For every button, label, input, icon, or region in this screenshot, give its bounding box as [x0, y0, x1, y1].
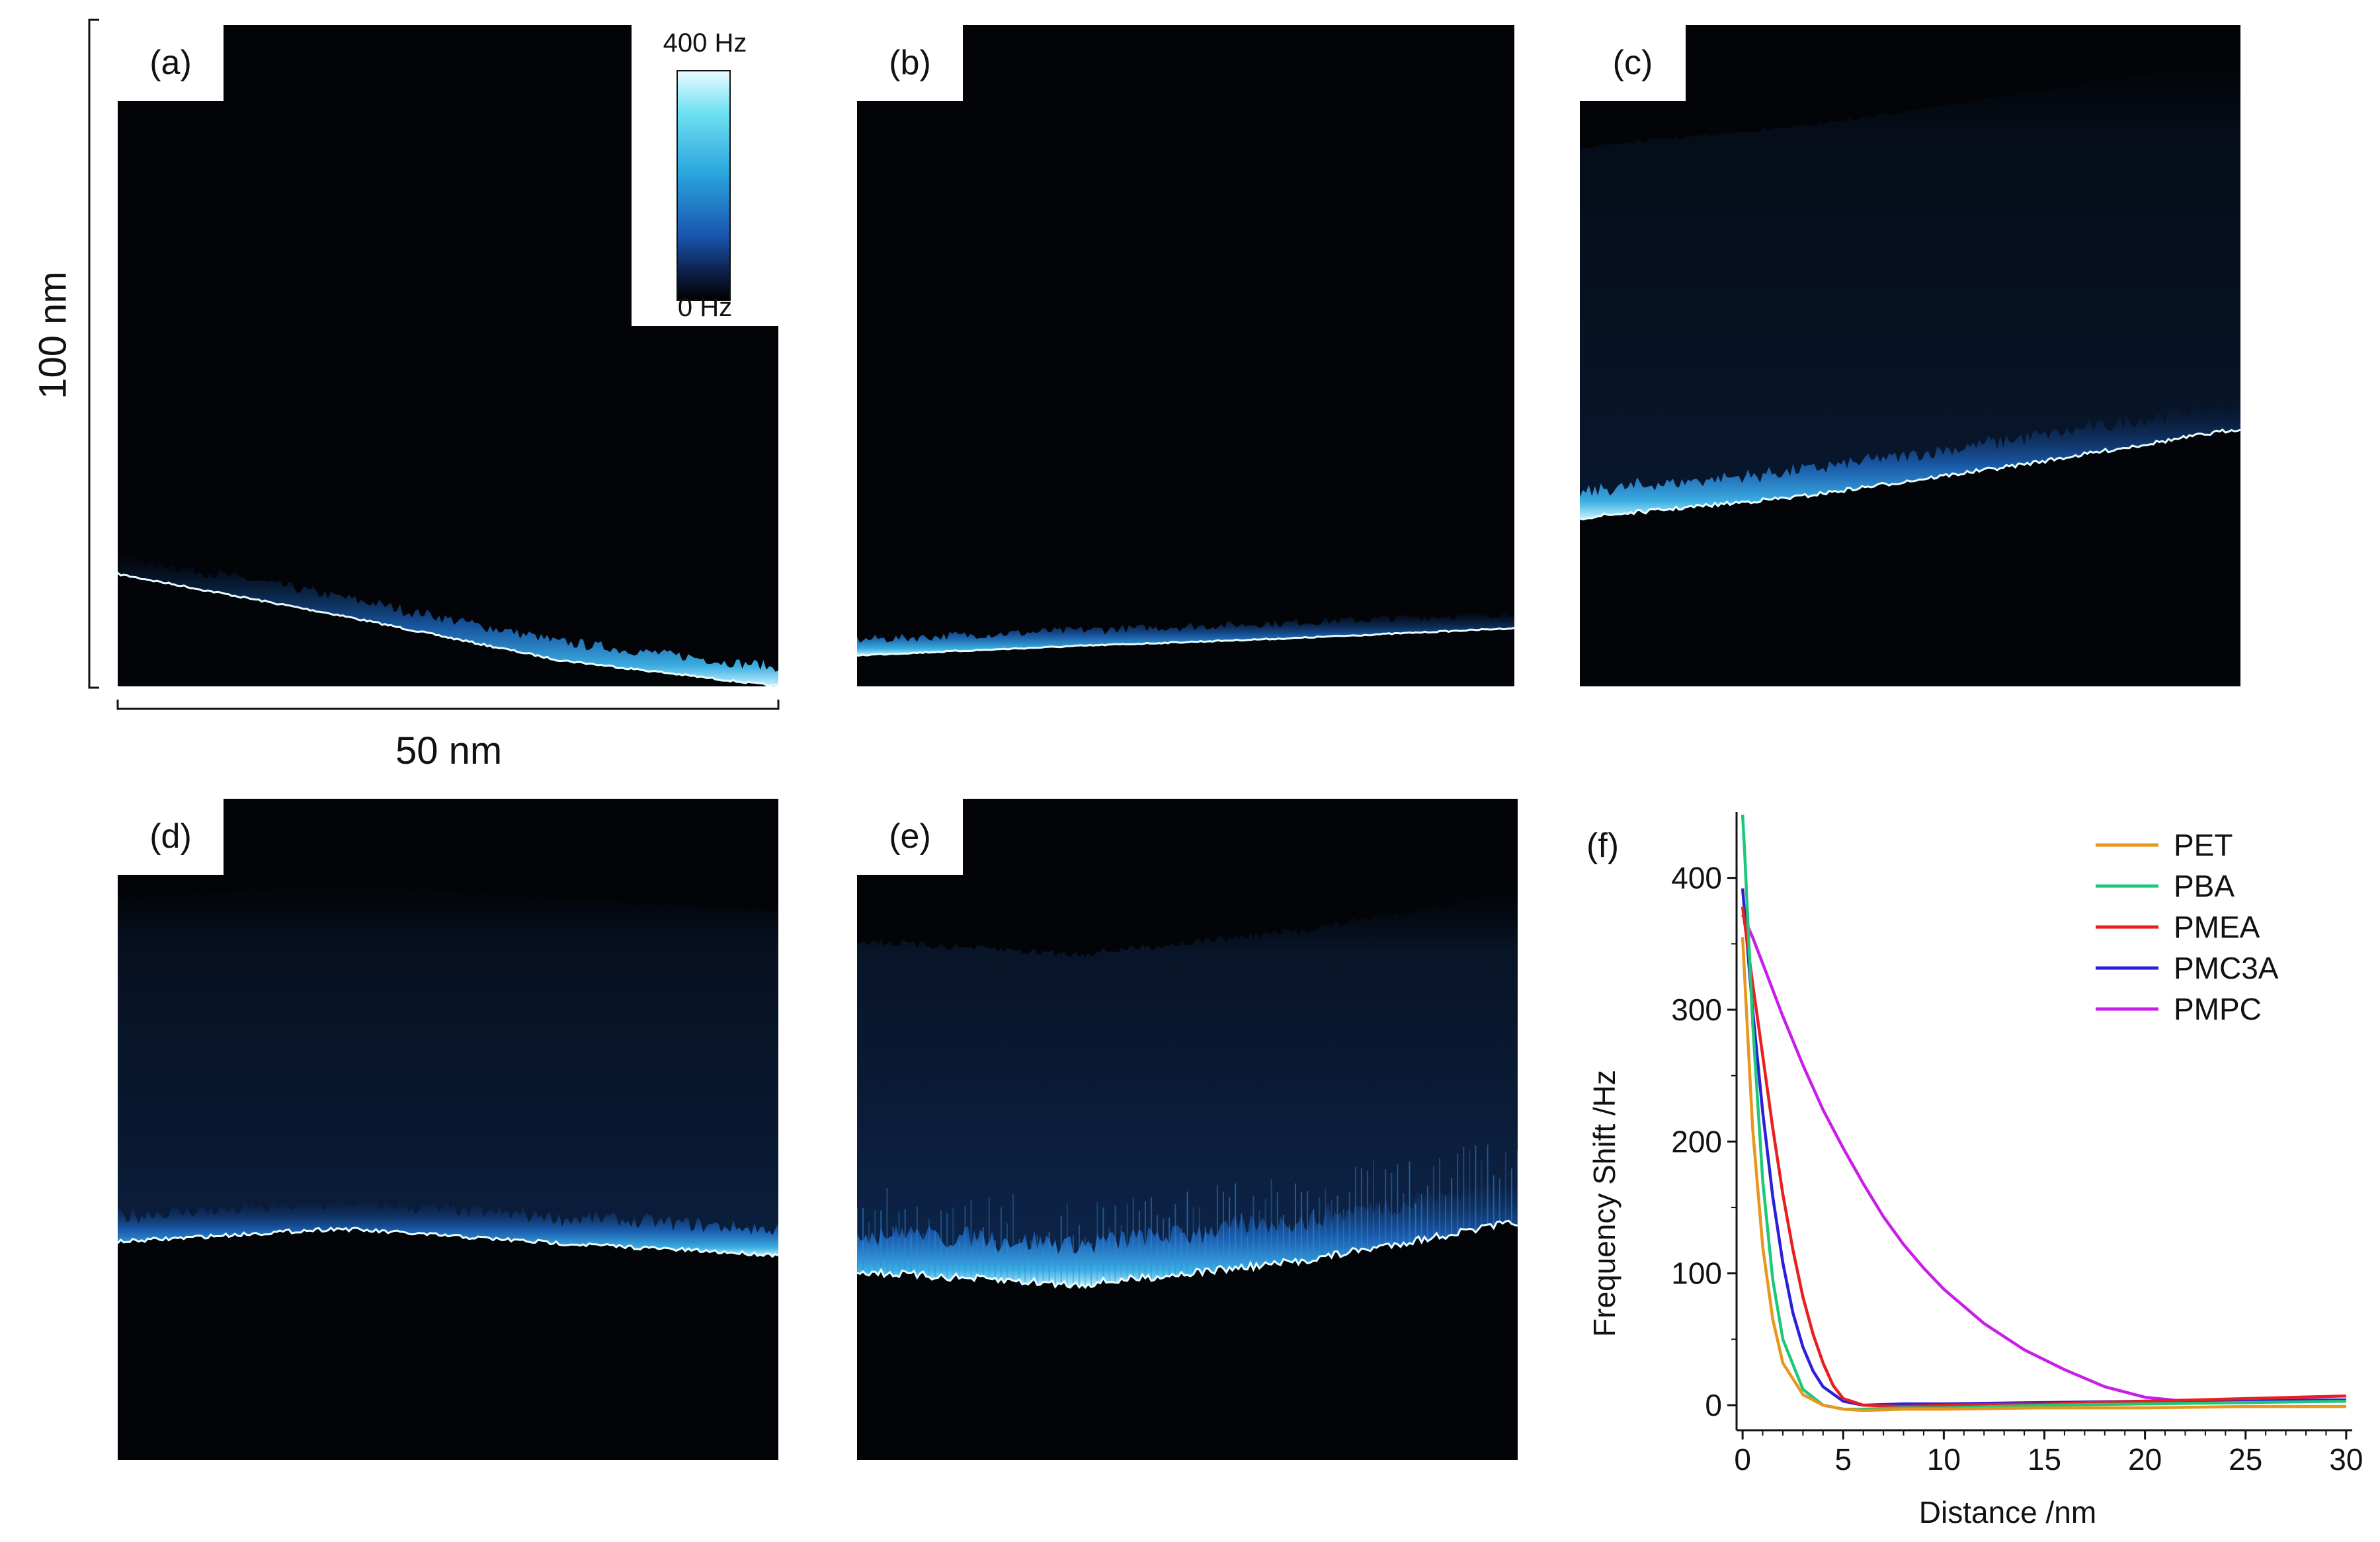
vertical-scale-container: 100 nm: [13, 222, 93, 450]
frequency-map-e: [857, 890, 1518, 1289]
frequency-map-b: [857, 610, 1514, 657]
x-tick-label: 15: [2028, 1442, 2061, 1477]
x-tick-label: 20: [2128, 1442, 2162, 1477]
legend-label-pmpc: PMPC: [2174, 992, 2262, 1026]
frequency-map-c: [1580, 59, 2240, 520]
x-tick-label: 5: [1834, 1442, 1852, 1477]
surface-edge: [857, 1219, 1518, 1289]
frequency-shift-chart: (f) 0 100 200 300 400 0 5 10 15 20 25 30 PET PBA PMEA P…: [1586, 812, 2363, 1529]
colorbar-max-label: 400 Hz: [663, 28, 747, 58]
chart-panel-label: (f): [1586, 827, 1619, 865]
horizontal-scale-bar: [116, 700, 780, 710]
legend-label-pmc3a: PMC3A: [2174, 951, 2279, 985]
legend-label-pet: PET: [2174, 828, 2233, 862]
plot-area: 0 100 200 300 400 0 5 10 15 20 25 30 PET PBA PMEA PMC3A…: [1671, 812, 2363, 1477]
afm-map-d: (d): [118, 799, 778, 1460]
x-tick-label: 0: [1734, 1442, 1751, 1477]
colorbar-min-label: 0 Hz: [677, 293, 733, 322]
vertical-scale-label: 100 nm: [31, 271, 75, 399]
legend-label-pmea: PMEA: [2174, 910, 2260, 944]
panel-label-c: (c): [1580, 25, 1686, 101]
colorbar-gradient: [677, 70, 731, 301]
series-line-pmea: [1741, 907, 2346, 1408]
hydration-layer-band: [1580, 398, 2240, 520]
hydration-layer-band: [118, 551, 778, 686]
hydration-layer-band: [118, 1197, 778, 1257]
afm-map-c: (c): [1580, 25, 2240, 686]
y-tick-label: 0: [1705, 1388, 1722, 1422]
surface-edge: [1580, 428, 2240, 520]
x-tick-label: 30: [2329, 1442, 2363, 1477]
hydration-layer-band: [857, 1173, 1518, 1288]
y-axis-label: Frequency Shift /Hz: [1587, 1070, 1621, 1337]
x-axis-label: Distance /nm: [1919, 1495, 2096, 1529]
panel-label-d: (d): [118, 799, 224, 875]
y-tick-label: 400: [1671, 861, 1722, 895]
colorbar: 400 Hz 0 Hz: [632, 25, 778, 326]
panel-label-a: (a): [118, 25, 224, 101]
surface-edge: [118, 1226, 778, 1258]
hydration-layer-band: [857, 610, 1514, 656]
y-tick-label: 300: [1671, 993, 1722, 1027]
horizontal-scale-label: 50 nm: [395, 729, 503, 772]
x-tick-label: 10: [1927, 1442, 1961, 1477]
y-tick-label: 200: [1671, 1124, 1722, 1158]
surface-edge: [857, 626, 1514, 657]
afm-map-b: (b): [857, 25, 1514, 686]
panel-label-b: (b): [857, 25, 963, 101]
afm-map-e: (e): [857, 799, 1518, 1460]
surface-edge: [118, 572, 778, 686]
frequency-map-a: [118, 551, 778, 686]
panel-label-e: (e): [857, 799, 963, 875]
x-tick-label: 25: [2229, 1442, 2262, 1477]
legend-label-pba: PBA: [2174, 869, 2235, 903]
frequency-map-d: [118, 883, 778, 1258]
series-line-pet: [1741, 937, 2346, 1412]
y-tick-label: 100: [1671, 1256, 1722, 1291]
